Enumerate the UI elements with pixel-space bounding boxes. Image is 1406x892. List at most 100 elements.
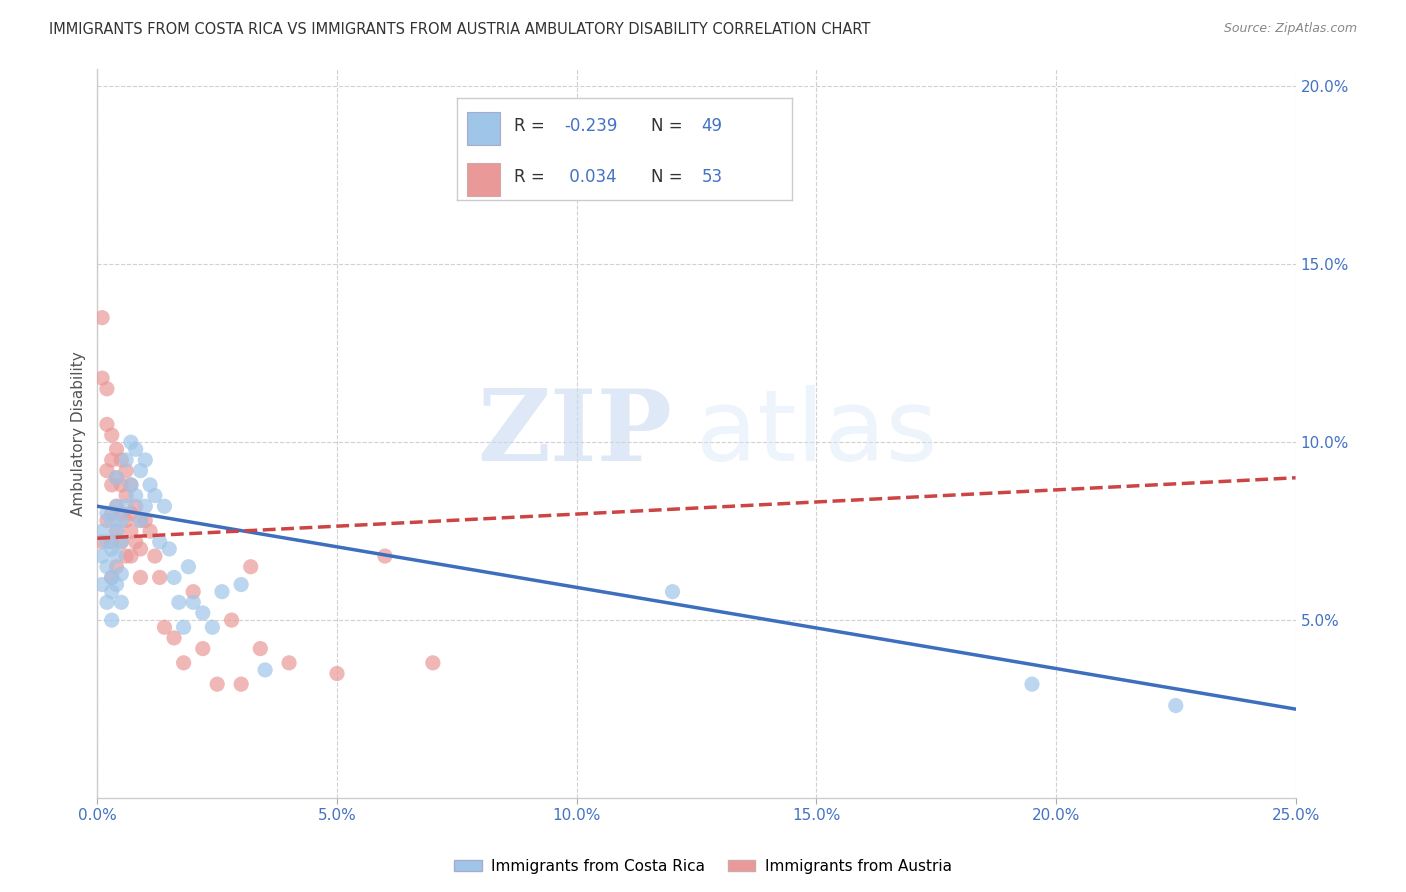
Point [125,534,148,549]
Point [100,584,122,599]
Point [91,310,114,325]
Text: atlas: atlas [696,384,938,482]
Point [278,656,301,670]
Text: ZIP: ZIP [478,384,672,482]
Point [96,507,118,521]
Point [110,478,132,492]
Point [139,478,162,492]
Point [100,570,122,584]
Point [139,524,162,538]
Point [96,382,118,396]
Point [96,464,118,478]
Point [1021,677,1043,691]
Point [110,566,132,581]
Point [239,559,262,574]
Point [129,541,152,556]
Point [211,584,233,599]
Point [120,507,142,521]
Point [96,513,118,527]
Point [110,534,132,549]
Point [191,641,214,656]
Point [120,524,142,538]
Point [96,534,118,549]
Point [125,442,148,457]
Point [115,464,138,478]
Point [134,513,156,527]
Point [96,559,118,574]
Point [110,513,132,527]
Point [100,453,122,467]
Point [120,549,142,563]
Point [163,631,186,645]
Text: IMMIGRANTS FROM COSTA RICA VS IMMIGRANTS FROM AUSTRIA AMBULATORY DISABILITY CORR: IMMIGRANTS FROM COSTA RICA VS IMMIGRANTS… [49,22,870,37]
Point [129,570,152,584]
Point [100,534,122,549]
Point [120,435,142,450]
Legend: Immigrants from Costa Rica, Immigrants from Austria: Immigrants from Costa Rica, Immigrants f… [449,853,957,880]
Point [173,656,195,670]
Point [177,559,200,574]
Point [105,471,128,485]
Point [129,513,152,527]
Point [100,541,122,556]
Point [100,513,122,527]
Point [149,570,172,584]
Point [105,524,128,538]
Point [110,507,132,521]
Point [129,464,152,478]
Point [120,478,142,492]
Point [181,584,204,599]
Point [105,577,128,591]
Point [105,549,128,563]
Point [181,595,204,609]
Point [167,595,190,609]
Point [100,613,122,627]
Point [105,559,128,574]
Point [153,500,176,514]
Point [115,489,138,503]
Point [100,428,122,442]
Point [231,577,253,591]
Point [100,570,122,584]
Point [105,500,128,514]
Point [105,500,128,514]
Point [105,524,128,538]
Point [100,507,122,521]
Point [153,620,176,634]
Point [96,595,118,609]
Point [105,471,128,485]
Point [163,570,186,584]
Point [143,549,166,563]
Point [110,595,132,609]
Point [221,613,243,627]
Point [115,549,138,563]
Point [96,417,118,432]
Point [91,534,114,549]
Point [110,453,132,467]
Point [422,656,444,670]
Point [91,371,114,385]
Point [249,641,271,656]
Point [661,584,683,599]
Point [91,577,114,591]
Point [125,500,148,514]
Point [157,541,180,556]
Point [1164,698,1187,713]
Point [115,513,138,527]
Point [91,524,114,538]
Point [191,606,214,620]
Point [254,663,277,677]
Point [205,677,228,691]
Point [201,620,224,634]
Point [134,500,156,514]
Text: Source: ZipAtlas.com: Source: ZipAtlas.com [1223,22,1357,36]
Point [129,513,152,527]
Point [91,549,114,563]
Point [134,453,156,467]
Point [326,666,349,681]
Point [110,534,132,549]
Point [149,534,172,549]
Point [100,478,122,492]
Point [125,489,148,503]
Y-axis label: Ambulatory Disability: Ambulatory Disability [72,351,86,516]
